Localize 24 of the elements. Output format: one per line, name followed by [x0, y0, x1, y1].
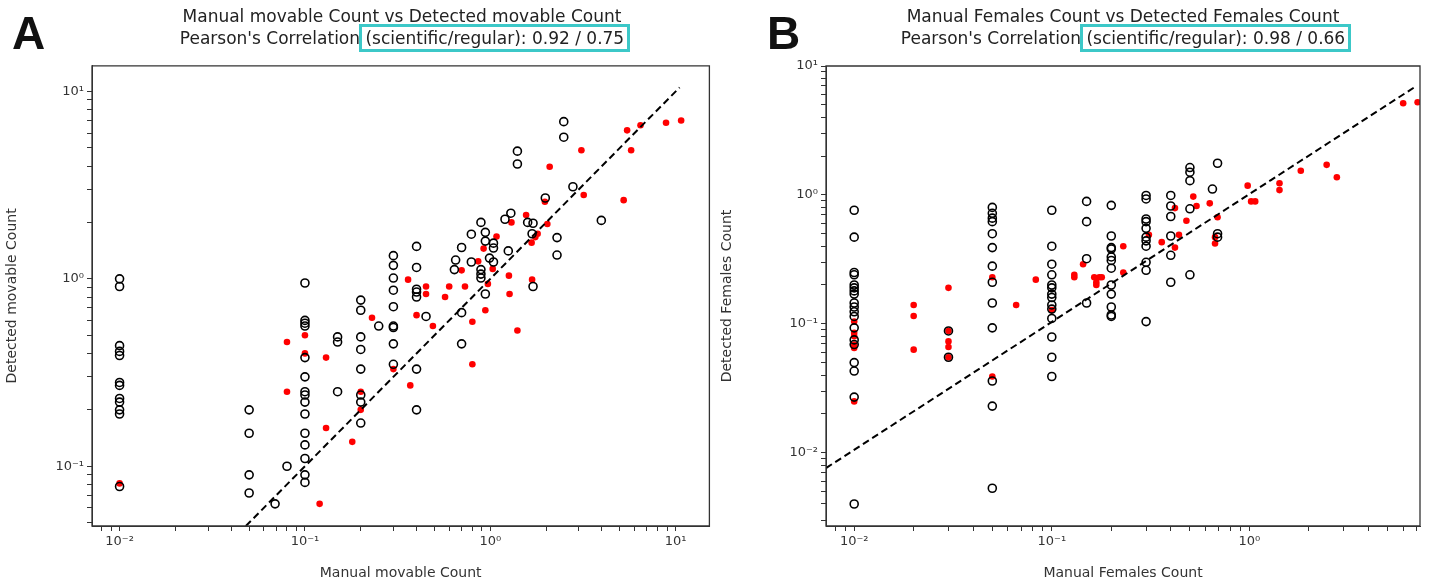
y-tick-label: 10¹ — [796, 57, 818, 73]
x-tick-label: 10⁻¹ — [1037, 533, 1067, 549]
y-tick-label: 10⁻¹ — [55, 457, 84, 473]
x-tick-label: 10¹ — [664, 533, 687, 549]
chart-subtitle: Pearson's Correlation (scientific/regular): 0.92 / 0.75 — [179, 28, 625, 48]
x-axis-title: Manual Females Count — [1043, 564, 1204, 581]
y-tick-label: 10⁰ — [796, 186, 818, 202]
chart-subtitle: Pearson's Correlation (scientific/regular): 0.98 / 0.66 — [900, 28, 1346, 48]
x-tick-label: 10⁻² — [839, 533, 869, 549]
chart-title: Manual movable Count vs Detected movable Count — [181, 6, 623, 26]
x-axis-title: Manual movable Count — [319, 564, 483, 581]
chart-title: Manual Females Count vs Detected Females Count — [905, 6, 1341, 26]
x-tick-label: 10⁻² — [105, 533, 134, 549]
y-axis-title: Detected Females Count — [718, 209, 735, 383]
x-tick-label: 10⁰ — [1238, 533, 1261, 549]
x-tick-label: 10⁰ — [479, 533, 502, 549]
y-tick-label: 10⁰ — [62, 270, 84, 286]
y-tick-label: 10¹ — [62, 82, 84, 98]
text: A — [12, 7, 46, 59]
x-tick-label: 10⁻¹ — [290, 533, 320, 549]
y-axis-title: Detected movable Count — [3, 207, 20, 384]
y-tick-label: 10⁻¹ — [789, 315, 818, 331]
y-tick-label: 10⁻² — [789, 444, 818, 460]
text: B — [767, 7, 801, 59]
